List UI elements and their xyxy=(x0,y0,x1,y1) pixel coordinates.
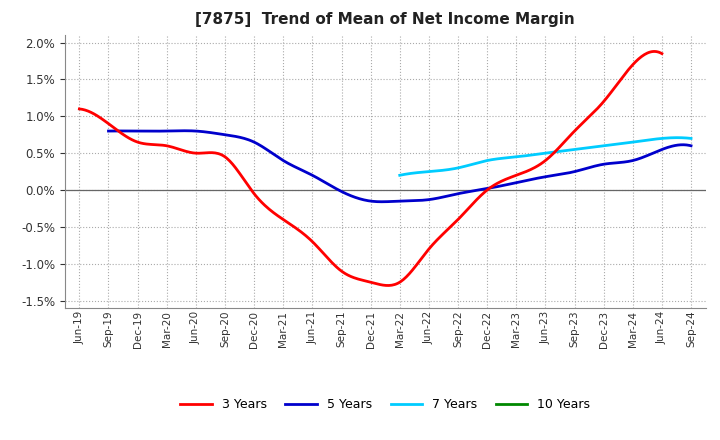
Title: [7875]  Trend of Mean of Net Income Margin: [7875] Trend of Mean of Net Income Margi… xyxy=(195,12,575,27)
Legend: 3 Years, 5 Years, 7 Years, 10 Years: 3 Years, 5 Years, 7 Years, 10 Years xyxy=(176,393,595,416)
